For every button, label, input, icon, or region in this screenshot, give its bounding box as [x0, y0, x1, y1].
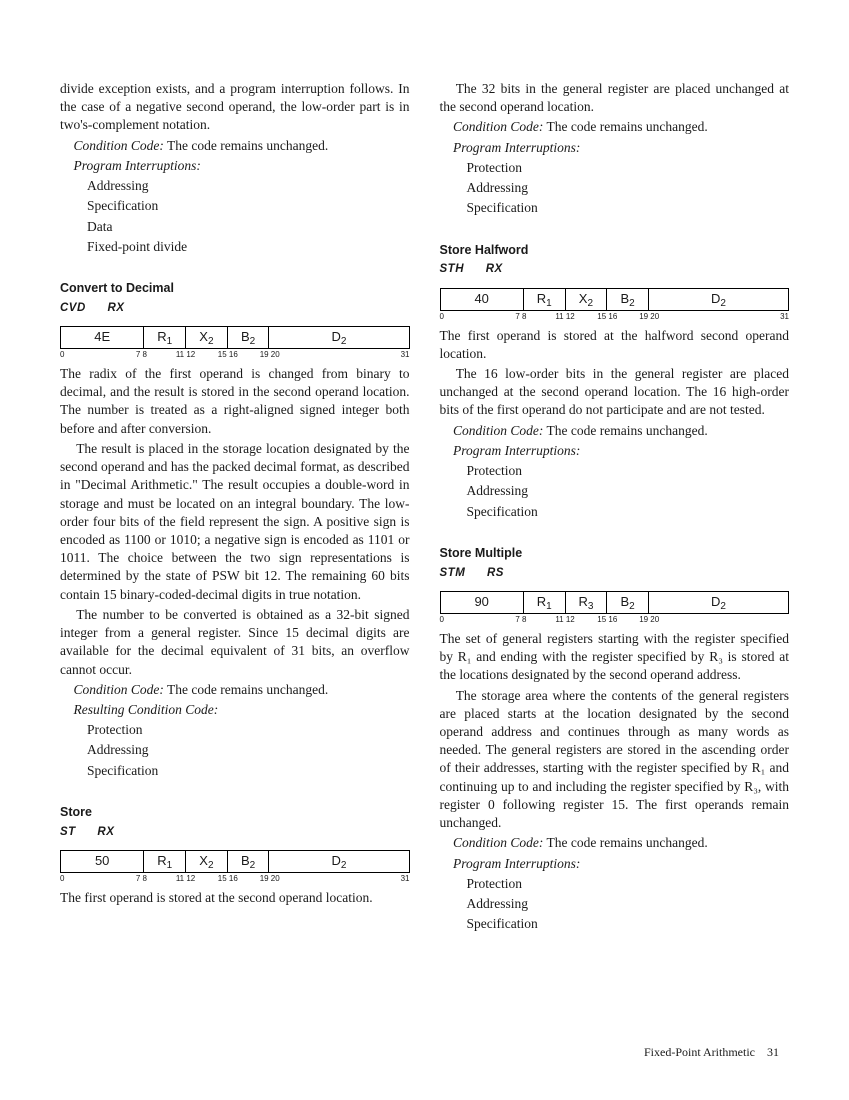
mnemonic-sth: STH RX: [440, 262, 790, 278]
field-opcode: 50: [61, 851, 144, 872]
opcode-mnemonic: STM: [440, 567, 466, 579]
opcode-mnemonic: CVD: [60, 302, 86, 314]
field-r1: R1: [524, 592, 566, 613]
field-r1: R1: [524, 289, 566, 310]
field-b2: B2: [228, 327, 270, 348]
page-footer: Fixed-Point Arithmetic 31: [644, 1044, 779, 1060]
field-b2: B2: [607, 289, 649, 310]
interrupt-item: Addressing: [467, 482, 790, 500]
program-interruptions-head: Program Interruptions:: [453, 442, 789, 460]
body-text: The 16 low-order bits in the general reg…: [440, 365, 790, 420]
condition-code: Condition Code: The code remains unchang…: [74, 137, 410, 155]
field-r1: R1: [144, 327, 186, 348]
mnemonic-cvd: CVD RX: [60, 301, 410, 317]
field-d2: D2: [269, 851, 408, 872]
interrupt-item: Protection: [87, 721, 410, 739]
format-code: RS: [487, 567, 504, 579]
footer-section: Fixed-Point Arithmetic: [644, 1045, 755, 1059]
mnemonic-st: ST RX: [60, 825, 410, 841]
condition-code: Condition Code: The code remains unchang…: [453, 422, 789, 440]
interrupt-item: Specification: [87, 197, 410, 215]
opcode-mnemonic: STH: [440, 263, 465, 275]
field-d2: D2: [649, 289, 788, 310]
format-code: RX: [486, 263, 503, 275]
section-head-sth: Store Halfword: [440, 242, 790, 259]
condition-code: Condition Code: The code remains unchang…: [453, 834, 789, 852]
field-b2: B2: [607, 592, 649, 613]
body-text: The set of general registers starting wi…: [440, 630, 790, 685]
field-r3: R3: [566, 592, 608, 613]
field-d2: D2: [269, 327, 408, 348]
field-x2: X2: [186, 851, 228, 872]
interrupt-item: Fixed-point divide: [87, 238, 410, 256]
interrupt-item: Protection: [467, 462, 790, 480]
instruction-format-box: 90 R1 R3 B2 D2 0 7 8 11 12 15 16 19 20: [440, 591, 790, 626]
field-opcode: 40: [441, 289, 524, 310]
interrupt-item: Specification: [467, 199, 790, 217]
format-code: RX: [107, 302, 124, 314]
section-head-st: Store: [60, 804, 410, 821]
section-head-stm: Store Multiple: [440, 545, 790, 562]
interrupt-item: Data: [87, 218, 410, 236]
body-text: The number to be converted is obtained a…: [60, 606, 410, 679]
left-column: divide exception exists, and a program i…: [60, 80, 410, 935]
program-interruptions-head: Program Interruptions:: [74, 157, 410, 175]
right-column: The 32 bits in the general register are …: [440, 80, 790, 935]
two-column-layout: divide exception exists, and a program i…: [60, 80, 789, 935]
interrupt-item: Addressing: [87, 741, 410, 759]
format-code: RX: [97, 826, 114, 838]
program-interruptions-head: Program Interruptions:: [453, 855, 789, 873]
interrupt-item: Addressing: [467, 895, 790, 913]
section-head-cvd: Convert to Decimal: [60, 280, 410, 297]
interrupt-item: Specification: [87, 762, 410, 780]
body-text: divide exception exists, and a program i…: [60, 80, 410, 135]
resulting-cc-head: Resulting Condition Code:: [74, 701, 410, 719]
body-text: The result is placed in the storage loca…: [60, 440, 410, 604]
program-interruptions-head: Program Interruptions:: [453, 139, 789, 157]
field-opcode: 90: [441, 592, 524, 613]
interrupt-item: Addressing: [467, 179, 790, 197]
interrupt-item: Protection: [467, 159, 790, 177]
instruction-format-box: 40 R1 X2 B2 D2 0 7 8 11 12 15 16 19 20 3…: [440, 288, 790, 323]
field-d2: D2: [649, 592, 788, 613]
interrupt-item: Specification: [467, 915, 790, 933]
field-b2: B2: [228, 851, 270, 872]
interrupt-item: Protection: [467, 875, 790, 893]
instruction-format-box: 4E R1 X2 B2 D2 0 7 8 11 12 15 16 19 20 3…: [60, 326, 410, 361]
body-text: The first operand is stored at the secon…: [60, 889, 410, 907]
body-text: The first operand is stored at the halfw…: [440, 327, 790, 363]
field-x2: X2: [186, 327, 228, 348]
condition-code: Condition Code: The code remains unchang…: [453, 118, 789, 136]
field-r1: R1: [144, 851, 186, 872]
page-number: 31: [767, 1045, 779, 1059]
body-text: The storage area where the contents of t…: [440, 687, 790, 833]
interrupt-item: Specification: [467, 503, 790, 521]
condition-code: Condition Code: The code remains unchang…: [74, 681, 410, 699]
instruction-format-box: 50 R1 X2 B2 D2 0 7 8 11 12 15 16 19 20 3…: [60, 850, 410, 885]
interrupt-item: Addressing: [87, 177, 410, 195]
opcode-mnemonic: ST: [60, 826, 76, 838]
mnemonic-stm: STM RS: [440, 566, 790, 582]
field-x2: X2: [566, 289, 608, 310]
body-text: The radix of the first operand is change…: [60, 365, 410, 438]
body-text: The 32 bits in the general register are …: [440, 80, 790, 116]
field-opcode: 4E: [61, 327, 144, 348]
